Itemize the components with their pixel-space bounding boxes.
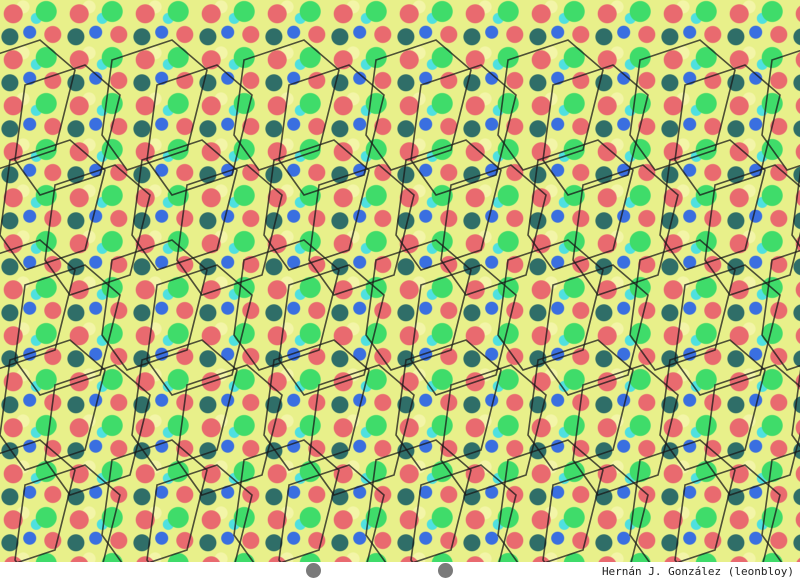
cube-outline [440, 164, 547, 296]
cube-outline [146, 264, 253, 396]
cube-outline [365, 439, 472, 562]
cube-outline [704, 364, 800, 496]
cube-outline [410, 64, 517, 196]
right-guide-dot [438, 563, 453, 578]
cube-outline [278, 464, 385, 562]
cube-outline [395, 339, 502, 471]
cube-outline [497, 239, 604, 371]
cube-outline [0, 339, 106, 471]
cube-outline [440, 364, 547, 496]
cube-outline [131, 139, 238, 271]
cube-outline [233, 39, 340, 171]
left-guide-dot [306, 563, 321, 578]
cube-outline [527, 339, 634, 471]
cube-outline [629, 239, 736, 371]
cube-outline [101, 439, 208, 562]
cube-outline [629, 439, 736, 562]
cube-outline [365, 239, 472, 371]
cube-outline [146, 64, 253, 196]
cube-outline [146, 464, 253, 562]
cube-outline [0, 39, 76, 170]
cube-outline [14, 64, 121, 196]
cube-outline [0, 439, 76, 562]
cube-outline [527, 139, 634, 271]
cube-outline [101, 239, 208, 371]
cube-outline [659, 139, 766, 271]
cube-outline [704, 164, 800, 296]
cube-outline [44, 164, 151, 296]
cube-outline [629, 39, 736, 171]
cube-outline [263, 139, 370, 271]
cube-outline [674, 64, 781, 196]
cube-outline [14, 264, 121, 396]
cube-outline [44, 364, 151, 496]
cube-outline [761, 449, 800, 562]
cube-outline [233, 439, 340, 562]
cube-outline [791, 168, 800, 248]
cube-outline [278, 64, 385, 196]
cube-outline [263, 339, 370, 471]
cube-outline [131, 339, 238, 471]
cube-outline [572, 364, 679, 496]
cube-outline [101, 39, 208, 171]
cube-outline [410, 264, 517, 396]
cube-outline [497, 39, 604, 171]
cube-outline [791, 368, 800, 448]
cube-outline [176, 364, 283, 496]
author-credit: Hernán J. González (leonbloy) [601, 565, 794, 578]
cube-outline [0, 139, 106, 271]
cube-outline [542, 64, 649, 196]
cube-outline [674, 464, 781, 562]
stereogram-image [0, 0, 800, 562]
cube-outline [761, 249, 800, 371]
cube-outline [761, 49, 800, 171]
cube-outline [542, 264, 649, 396]
cube-outline [410, 464, 517, 562]
cube-outline [542, 464, 649, 562]
cube-outline [395, 139, 502, 271]
cube-outline [308, 164, 415, 296]
cube-outline [572, 164, 679, 296]
cube-outline [659, 339, 766, 471]
cube-outline [278, 264, 385, 396]
cube-outline [674, 264, 781, 396]
cube-outline [14, 464, 121, 562]
cube-outline [0, 239, 76, 370]
cube-outline [233, 239, 340, 371]
cube-outline [365, 39, 472, 171]
cube-outline [308, 364, 415, 496]
cube-outline [176, 164, 283, 296]
cube-outline [497, 439, 604, 562]
cube-wireframes [0, 39, 800, 562]
